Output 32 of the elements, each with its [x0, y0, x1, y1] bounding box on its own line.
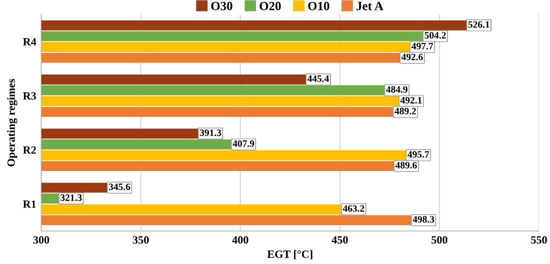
- data-label: 407.9: [232, 140, 254, 147]
- y-tick-label: R2: [23, 146, 36, 154]
- data-label: 484.9: [386, 86, 408, 93]
- legend-label: O10: [308, 2, 330, 10]
- y-tick-label: R3: [23, 92, 36, 100]
- data-label: 445.4: [307, 75, 329, 82]
- x-tick-label: 350: [132, 236, 149, 244]
- data-label: 495.7: [408, 151, 430, 158]
- data-label: 492.6: [401, 54, 423, 60]
- data-label: 504.2: [424, 32, 446, 39]
- x-tick-label: 400: [232, 236, 248, 244]
- x-tick-label: 300: [33, 236, 50, 244]
- data-label: 489.6: [395, 162, 417, 169]
- data-label: 489.2: [394, 108, 416, 114]
- legend-label: Jet A: [356, 2, 384, 10]
- legend-label: O30: [211, 2, 232, 10]
- data-label: 497.7: [412, 42, 434, 50]
- y-tick-label: R4: [23, 38, 36, 46]
- data-label: 321.3: [60, 194, 82, 202]
- y-axis-title: Operating regimes: [7, 78, 18, 166]
- x-axis-title: EGT [°C]: [267, 250, 312, 260]
- x-tick-label: 450: [332, 236, 348, 244]
- data-label: 345.6: [108, 184, 130, 190]
- x-tick-label: 500: [432, 236, 448, 244]
- data-label: 498.3: [412, 216, 434, 223]
- x-tick-label: 550: [531, 236, 547, 244]
- data-label: 463.2: [342, 205, 364, 212]
- data-label: 391.3: [200, 129, 222, 136]
- data-label: 526.1: [468, 21, 490, 28]
- legend-label: O20: [260, 2, 281, 10]
- y-tick-label: R1: [23, 200, 36, 208]
- data-label: 492.1: [400, 97, 422, 104]
